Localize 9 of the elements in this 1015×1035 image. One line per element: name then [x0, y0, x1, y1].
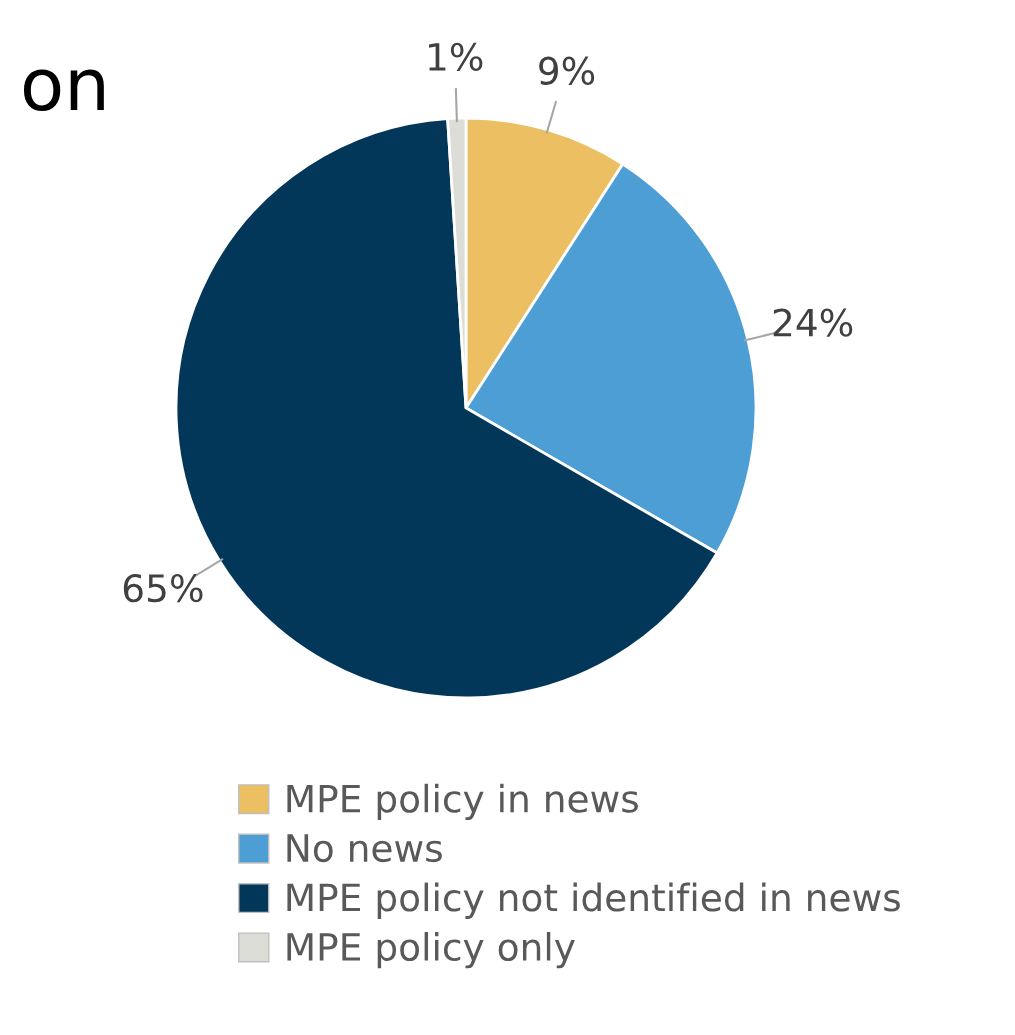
data-label: 65%	[123, 573, 203, 603]
legend-label: MPE policy not identified in news	[287, 882, 900, 919]
data-label: 9%	[539, 56, 595, 85]
data-label: 24%	[773, 308, 853, 337]
chart-title: on	[23, 69, 104, 111]
legend-label: MPE policy in news	[287, 783, 638, 821]
data-label: 1%	[429, 42, 483, 72]
legend-label: MPE policy only	[287, 932, 575, 969]
legend-label: No news	[287, 834, 442, 863]
